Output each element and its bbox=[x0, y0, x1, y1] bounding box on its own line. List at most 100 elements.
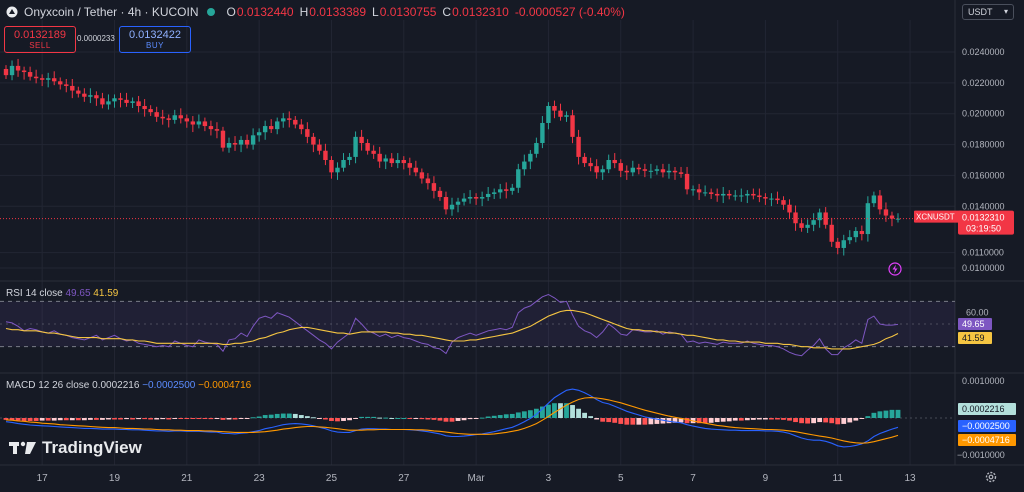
ohlc-open-label: O bbox=[226, 5, 236, 19]
macd-signal-tag: −0.0004716 bbox=[962, 435, 1010, 445]
macd-histogram-bar bbox=[811, 418, 817, 424]
macd-histogram-bar bbox=[455, 418, 461, 421]
candle-body bbox=[359, 136, 364, 144]
currency-select[interactable]: USDT ▾ bbox=[962, 4, 1014, 20]
macd-histogram-bar bbox=[883, 410, 889, 418]
rsi-value-tag: 49.65 bbox=[962, 319, 985, 329]
candle-body bbox=[82, 93, 87, 97]
candle-body bbox=[787, 204, 792, 213]
candle-body bbox=[166, 118, 171, 120]
macd-histogram-bar bbox=[323, 418, 328, 420]
candle-body bbox=[395, 160, 400, 164]
candle-body bbox=[389, 158, 394, 164]
rsi-ma-value: 41.59 bbox=[93, 288, 119, 299]
candle-body bbox=[419, 172, 425, 179]
macd-histogram-bar bbox=[15, 418, 21, 421]
candle-body bbox=[696, 189, 702, 193]
macd-histogram-bar bbox=[636, 418, 642, 425]
candle-body bbox=[558, 110, 563, 117]
candle-body bbox=[148, 109, 153, 113]
lightning-icon[interactable] bbox=[888, 262, 902, 276]
candle-body bbox=[769, 198, 774, 200]
candle-body bbox=[220, 130, 226, 148]
rsi-value: 49.65 bbox=[65, 288, 91, 299]
chart-header: Onyxcoin / Tether · 4h · KUCOIN O0.01324… bbox=[6, 5, 625, 19]
buy-button[interactable]: 0.0132422 BUY bbox=[119, 26, 191, 53]
price-axis-label: 0.0180000 bbox=[962, 140, 1005, 150]
ohlc-low-label: L bbox=[372, 5, 379, 19]
price-tag-bg bbox=[958, 210, 1014, 235]
macd-axis-label: 0.0010000 bbox=[962, 376, 1005, 386]
macd-legend[interactable]: MACD 12 26 close 0.0002216 −0.0002500 −0… bbox=[6, 380, 251, 391]
macd-histogram-bar bbox=[353, 418, 358, 419]
macd-histogram-bar bbox=[413, 418, 419, 419]
macd-histogram-bar bbox=[859, 418, 865, 419]
candle-body bbox=[244, 139, 250, 145]
brand-name: TradingView bbox=[42, 438, 142, 457]
candle-body bbox=[323, 150, 328, 160]
sell-button[interactable]: 0.0132189 SELL bbox=[4, 26, 76, 53]
price-axis-label: 0.0220000 bbox=[962, 78, 1005, 88]
macd-histogram-bar bbox=[377, 417, 383, 419]
candle-body bbox=[178, 115, 183, 119]
candle-body bbox=[425, 178, 431, 184]
macd-histogram-bar bbox=[335, 418, 340, 422]
candle-body bbox=[383, 158, 388, 162]
macd-histogram-bar bbox=[570, 405, 575, 418]
candle-body bbox=[160, 116, 165, 119]
sell-price: 0.0132189 bbox=[14, 29, 66, 41]
candle-body bbox=[268, 126, 274, 130]
macd-histogram-bar bbox=[793, 418, 798, 423]
candle-body bbox=[371, 150, 376, 154]
candle-body bbox=[516, 169, 521, 188]
macd-histogram-bar bbox=[473, 418, 479, 419]
candle-body bbox=[130, 101, 135, 103]
candle-body bbox=[522, 161, 527, 170]
candle-body bbox=[690, 189, 696, 191]
macd-histogram-bar bbox=[154, 418, 160, 420]
price-axis-label: 0.0110000 bbox=[962, 248, 1004, 258]
macd-histogram-bar bbox=[87, 418, 93, 420]
price-axis-label: 0.0140000 bbox=[962, 201, 1005, 211]
macd-histogram-bar bbox=[166, 418, 172, 420]
macd-histogram-bar bbox=[672, 418, 678, 423]
tradingview-logo[interactable]: TradingView bbox=[9, 438, 142, 458]
candle-body bbox=[190, 121, 196, 125]
macd-histogram-bar bbox=[395, 418, 401, 419]
buy-label: BUY bbox=[146, 41, 164, 50]
macd-histogram-bar bbox=[371, 416, 377, 418]
macd-histogram-bar bbox=[515, 412, 521, 418]
macd-histogram-bar bbox=[654, 418, 660, 424]
macd-histogram-bar bbox=[196, 418, 202, 419]
macd-hist-value: 0.0002216 bbox=[92, 380, 140, 391]
gear-icon[interactable] bbox=[984, 470, 998, 484]
price-axis-label: 0.0200000 bbox=[962, 109, 1005, 119]
candle-body bbox=[431, 183, 437, 191]
macd-histogram-bar bbox=[708, 418, 714, 423]
candle-body bbox=[570, 115, 575, 137]
macd-histogram-bar bbox=[280, 413, 286, 418]
macd-histogram-bar bbox=[558, 403, 563, 418]
macd-histogram-bar bbox=[244, 418, 250, 419]
candle-body bbox=[214, 129, 220, 131]
time-axis-label: 21 bbox=[181, 473, 193, 484]
rsi-title: RSI 14 close bbox=[6, 288, 63, 299]
macd-hist-tag: 0.0002216 bbox=[962, 404, 1005, 414]
candle-body bbox=[642, 169, 648, 171]
candle-body bbox=[341, 160, 346, 168]
macd-histogram-bar bbox=[220, 418, 226, 420]
candle-body bbox=[654, 169, 660, 171]
candle-body bbox=[335, 167, 340, 173]
macd-histogram-bar bbox=[208, 418, 214, 420]
candle-body bbox=[733, 195, 738, 197]
rsi-legend[interactable]: RSI 14 close 49.65 41.59 bbox=[6, 288, 118, 299]
candle-body bbox=[817, 212, 822, 221]
candle-body bbox=[757, 195, 762, 198]
candle-body bbox=[347, 156, 352, 160]
macd-histogram-bar bbox=[805, 418, 810, 424]
time-axis-label: 11 bbox=[833, 473, 844, 484]
symbol-title[interactable]: Onyxcoin / Tether · 4h · KUCOIN bbox=[24, 5, 199, 19]
candle-body bbox=[588, 163, 593, 167]
ohlc-open: O0.0132440 bbox=[227, 5, 294, 19]
